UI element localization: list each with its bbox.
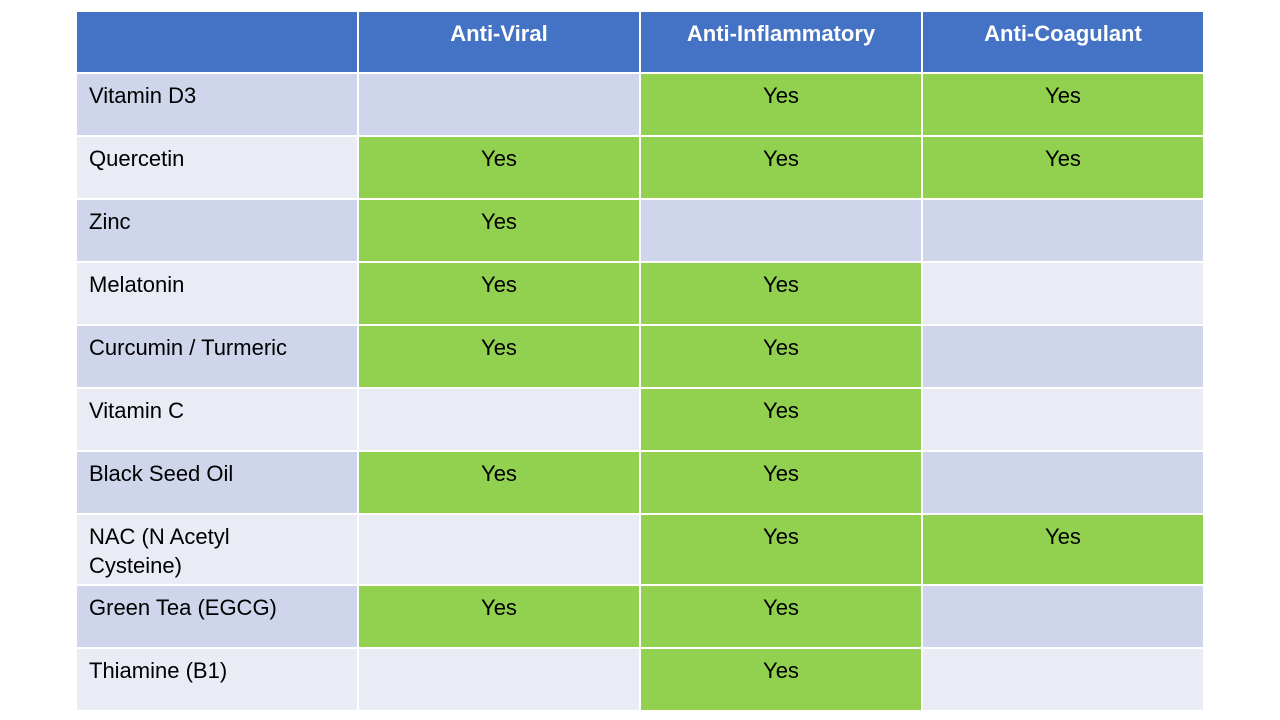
cell-anti-inflammatory: Yes bbox=[639, 584, 923, 649]
cell-anti-inflammatory: Yes bbox=[639, 450, 923, 515]
header-anti-coagulant: Anti-Coagulant bbox=[921, 10, 1205, 74]
cell-anti-inflammatory: Yes bbox=[639, 72, 923, 137]
supplement-name: Curcumin / Turmeric bbox=[75, 324, 359, 389]
supplement-name: Vitamin C bbox=[75, 387, 359, 452]
supplement-name-label: Zinc bbox=[89, 209, 131, 234]
table-row: Vitamin D3 Yes Yes bbox=[75, 72, 1205, 137]
table-row: Zinc Yes bbox=[75, 198, 1205, 263]
supplement-name-label: Vitamin D3 bbox=[89, 83, 197, 108]
supplement-name: Green Tea (EGCG) bbox=[75, 584, 359, 649]
cell-anti-viral bbox=[357, 647, 641, 712]
cell-anti-viral bbox=[357, 513, 641, 586]
cell-anti-inflammatory bbox=[639, 198, 923, 263]
cell-anti-coagulant: Yes bbox=[921, 513, 1205, 586]
cell-anti-coagulant bbox=[921, 198, 1205, 263]
table-row: Vitamin C Yes bbox=[75, 387, 1205, 452]
supplement-name: Vitamin D3 bbox=[75, 72, 359, 137]
cell-anti-viral: Yes bbox=[357, 198, 641, 263]
header-row: Anti-Viral Anti-Inflammatory Anti-Coagul… bbox=[75, 10, 1205, 74]
cell-anti-inflammatory: Yes bbox=[639, 513, 923, 586]
cell-anti-viral: Yes bbox=[357, 584, 641, 649]
supplement-name-label: Quercetin bbox=[89, 146, 185, 171]
supplement-name: Quercetin bbox=[75, 135, 359, 200]
cell-anti-inflammatory: Yes bbox=[639, 387, 923, 452]
supplement-name-label: Green Tea (EGCG) bbox=[89, 595, 277, 620]
cell-anti-coagulant bbox=[921, 387, 1205, 452]
cell-anti-coagulant bbox=[921, 324, 1205, 389]
supplement-name-label: Thiamine (B1) bbox=[89, 658, 228, 683]
header-anti-viral: Anti-Viral bbox=[357, 10, 641, 74]
cell-anti-coagulant bbox=[921, 647, 1205, 712]
supplement-name: Zinc bbox=[75, 198, 359, 263]
supplement-name-label: Melatonin bbox=[89, 272, 185, 297]
table-row: Melatonin Yes Yes bbox=[75, 261, 1205, 326]
table-row: NAC (N Acetyl Cysteine) Yes Yes bbox=[75, 513, 1205, 586]
table-row: Thiamine (B1) Yes bbox=[75, 647, 1205, 712]
cell-anti-coagulant: Yes bbox=[921, 135, 1205, 200]
supplement-name: Thiamine (B1) bbox=[75, 647, 359, 712]
cell-anti-coagulant bbox=[921, 450, 1205, 515]
cell-anti-coagulant bbox=[921, 261, 1205, 326]
cell-anti-viral bbox=[357, 72, 641, 137]
supplement-name: Black Seed Oil bbox=[75, 450, 359, 515]
cell-anti-viral bbox=[357, 387, 641, 452]
table-row: Quercetin Yes Yes Yes bbox=[75, 135, 1205, 200]
supplement-name-label: Black Seed Oil bbox=[89, 461, 234, 486]
cell-anti-inflammatory: Yes bbox=[639, 647, 923, 712]
cell-anti-inflammatory: Yes bbox=[639, 261, 923, 326]
cell-anti-coagulant: Yes bbox=[921, 72, 1205, 137]
supplement-name-label: Curcumin / Turmeric bbox=[89, 335, 288, 360]
cell-anti-inflammatory: Yes bbox=[639, 135, 923, 200]
cell-anti-coagulant bbox=[921, 584, 1205, 649]
table-row: Green Tea (EGCG) Yes Yes bbox=[75, 584, 1205, 649]
supplement-benefits-table: Anti-Viral Anti-Inflammatory Anti-Coagul… bbox=[75, 10, 1205, 712]
supplement-name-label: NAC (N Acetyl Cysteine) bbox=[89, 524, 230, 578]
table-row: Curcumin / Turmeric Yes Yes bbox=[75, 324, 1205, 389]
cell-anti-viral: Yes bbox=[357, 135, 641, 200]
supplement-name: Melatonin bbox=[75, 261, 359, 326]
supplement-name: NAC (N Acetyl Cysteine) bbox=[75, 513, 359, 586]
supplement-name-label: Vitamin C bbox=[89, 398, 184, 423]
header-supplement-blank bbox=[75, 10, 359, 74]
cell-anti-inflammatory: Yes bbox=[639, 324, 923, 389]
cell-anti-viral: Yes bbox=[357, 261, 641, 326]
cell-anti-viral: Yes bbox=[357, 324, 641, 389]
table-row: Black Seed Oil Yes Yes bbox=[75, 450, 1205, 515]
header-anti-inflammatory: Anti-Inflammatory bbox=[639, 10, 923, 74]
cell-anti-viral: Yes bbox=[357, 450, 641, 515]
